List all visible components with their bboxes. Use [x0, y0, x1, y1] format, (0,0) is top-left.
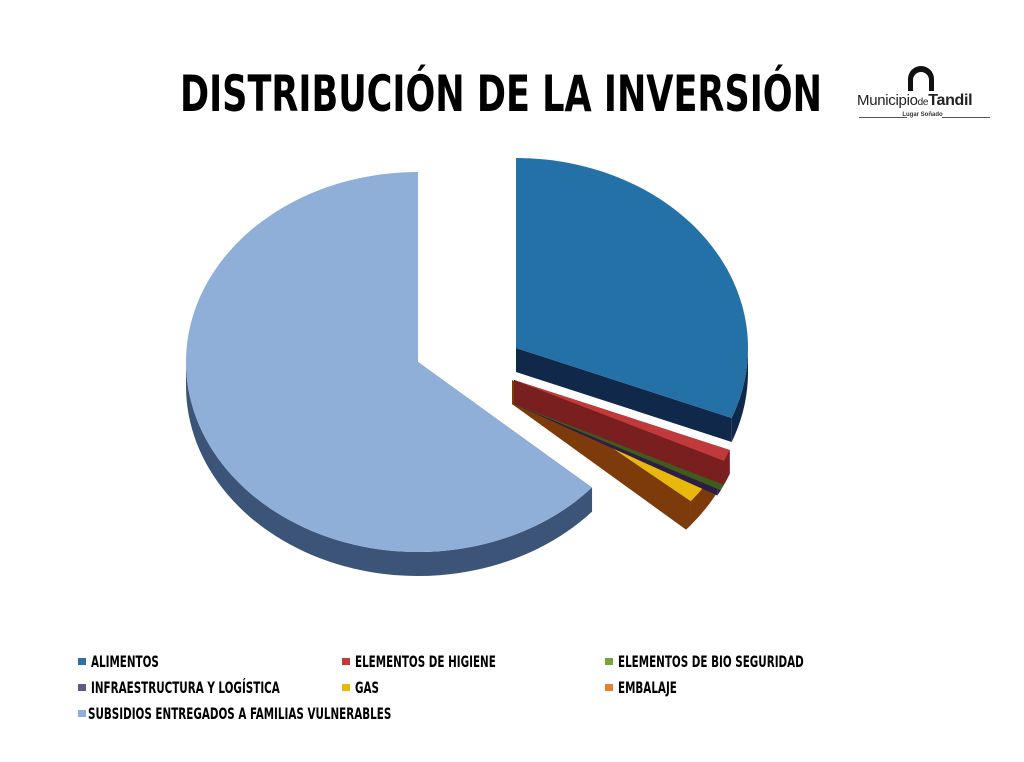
legend-label: ALIMENTOS [91, 651, 159, 671]
logo-tagline-wrap: Lugar Soñado [855, 112, 990, 122]
pie-slice-0 [516, 158, 748, 442]
legend-swatch [78, 657, 86, 665]
legend-swatch [78, 683, 86, 691]
legend-label: EMBALAJE [618, 677, 677, 697]
legend-label: GAS [355, 677, 379, 697]
legend-label: ELEMENTOS DE HIGIENE [355, 651, 496, 671]
legend-item-alimentos: ALIMENTOS [78, 650, 185, 672]
logo-text: MunicipiodeTandil [857, 92, 973, 110]
arch-logo-icon [908, 66, 934, 91]
pie-slice-6 [185, 172, 593, 576]
pie-chart [185, 158, 748, 576]
legend-swatch [605, 683, 613, 691]
legend-item-gas: GAS [342, 676, 388, 698]
legend-swatch [78, 709, 86, 717]
logo-tandil: Tandil [928, 92, 973, 109]
legend-label: ELEMENTOS DE BIO SEGURIDAD [618, 651, 804, 671]
municipio-logo: MunicipiodeTandil Lugar Soñado [855, 62, 995, 124]
logo-municipio: Municipio [857, 92, 918, 109]
legend-item-higiene: ELEMENTOS DE HIGIENE [342, 650, 551, 672]
pie-slice-1 [514, 380, 730, 485]
legend-item-infraestructura: INFRAESTRUCTURA Y LOGÍSTICA [78, 676, 353, 698]
legend-label: INFRAESTRUCTURA Y LOGÍSTICA [91, 677, 280, 697]
legend-item-subsidios: SUBSIDIOS ENTREGADOS A FAMILIAS VULNERAB… [78, 702, 509, 724]
legend-swatch [342, 683, 350, 691]
legend-swatch [342, 657, 350, 665]
logo-de: de [917, 97, 929, 108]
legend-item-embalaje: EMBALAJE [605, 676, 700, 698]
logo-tagline: Lugar Soñado [902, 112, 943, 118]
legend-label: SUBSIDIOS ENTREGADOS A FAMILIAS VULNERAB… [88, 703, 392, 723]
legend-item-bio-seguridad: ELEMENTOS DE BIO SEGURIDAD [605, 650, 876, 672]
legend-swatch [605, 657, 613, 665]
